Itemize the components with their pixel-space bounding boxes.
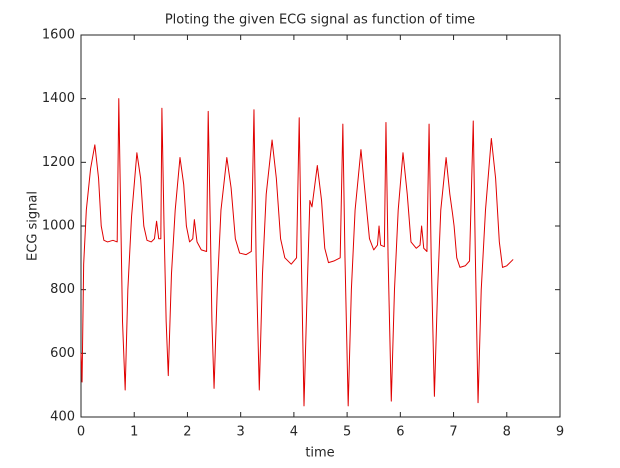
y-tick-label: 800 (50, 282, 75, 297)
x-tick-label: 0 (77, 425, 85, 440)
x-tick-label: 4 (290, 425, 298, 440)
x-tick-label: 2 (183, 425, 191, 440)
x-tick-label: 8 (503, 425, 511, 440)
x-tick-label: 5 (343, 425, 351, 440)
x-tick-label: 7 (449, 425, 457, 440)
chart-title: Ploting the given ECG signal as function… (165, 13, 475, 28)
x-tick-label: 3 (237, 425, 245, 440)
x-tick-label: 1 (130, 425, 138, 440)
y-axis-label: ECG signal (26, 191, 41, 261)
x-tick-label: 6 (396, 425, 404, 440)
y-tick-label: 600 (50, 346, 75, 361)
y-tick-label: 1600 (42, 28, 75, 43)
y-tick-label: 1200 (42, 155, 75, 170)
ecg-line (80, 98, 514, 407)
y-tick-label: 1400 (42, 91, 75, 106)
x-axis-label: time (305, 446, 334, 461)
y-tick-label: 400 (50, 410, 75, 425)
y-tick-label: 1000 (42, 219, 75, 234)
x-tick-label: 9 (556, 425, 564, 440)
